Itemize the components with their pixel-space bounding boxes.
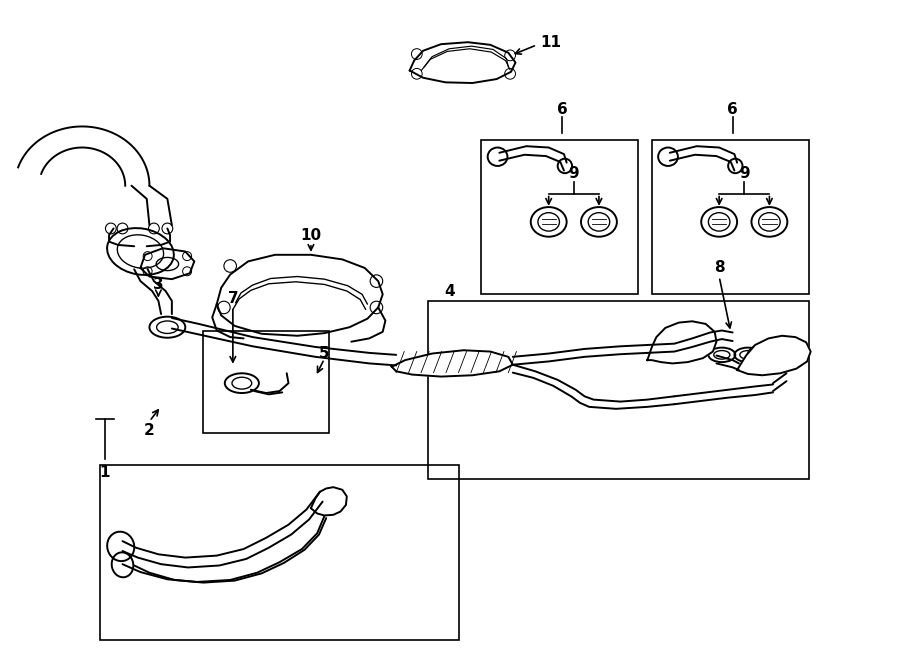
Polygon shape: [392, 350, 513, 377]
Text: 6: 6: [557, 102, 568, 118]
Text: 1: 1: [99, 465, 110, 479]
Text: 10: 10: [301, 227, 321, 243]
Text: 9: 9: [569, 167, 579, 181]
Text: 11: 11: [540, 34, 561, 50]
Text: 8: 8: [714, 260, 724, 276]
Polygon shape: [647, 321, 716, 364]
Bar: [482, 139, 638, 294]
Text: 2: 2: [144, 423, 155, 438]
Bar: [428, 301, 809, 479]
Text: 6: 6: [727, 102, 738, 118]
Text: 3: 3: [153, 277, 164, 292]
Bar: [203, 330, 328, 432]
Polygon shape: [737, 336, 811, 375]
Text: 4: 4: [445, 284, 455, 299]
Text: 5: 5: [320, 346, 329, 361]
Text: 9: 9: [739, 167, 750, 181]
Bar: [652, 139, 809, 294]
Text: 7: 7: [228, 292, 238, 307]
Bar: [100, 465, 459, 640]
